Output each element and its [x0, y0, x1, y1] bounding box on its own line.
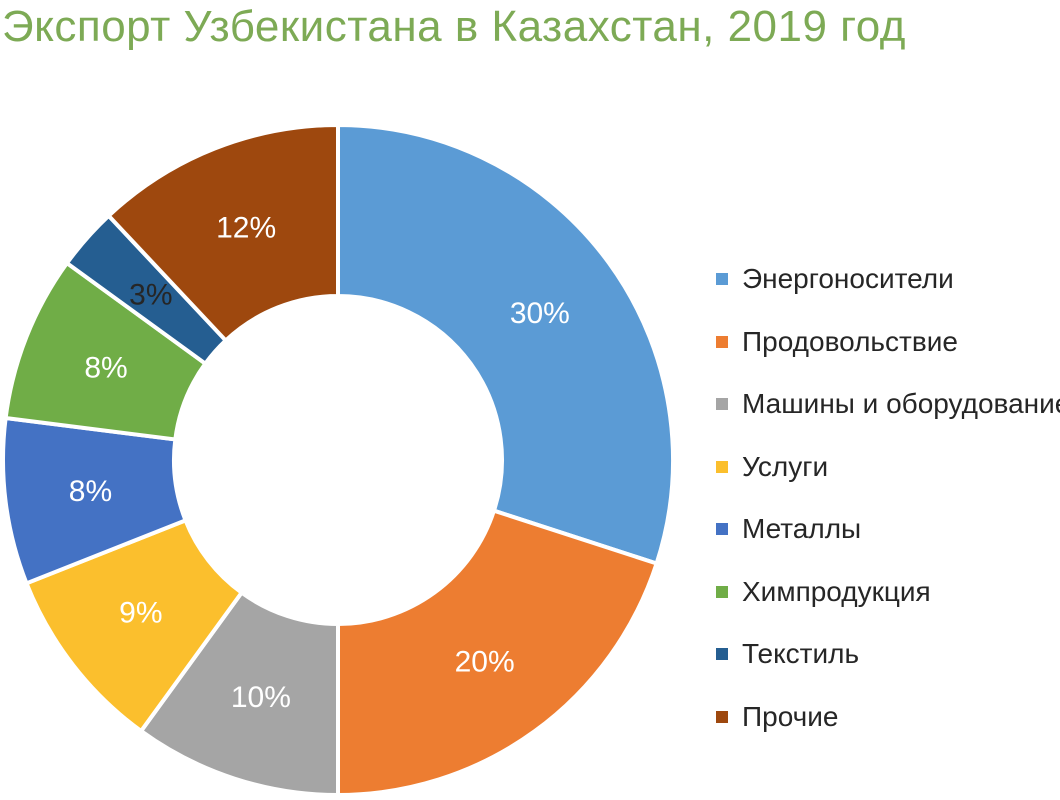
legend-label: Энергоносители [742, 263, 954, 295]
legend-swatch [716, 648, 728, 661]
legend-item: Машины и оборудование [716, 373, 1060, 436]
legend-item: Текстиль [716, 623, 1060, 686]
data-label: 30% [510, 297, 570, 330]
legend-item: Энергоносители [716, 248, 1060, 311]
legend-swatch [716, 335, 728, 348]
data-label: 8% [84, 352, 127, 385]
legend-swatch [716, 273, 728, 286]
legend-swatch [716, 523, 728, 536]
data-label: 9% [119, 596, 162, 629]
legend-item: Металлы [716, 498, 1060, 561]
donut-slice [336, 122, 675, 567]
donut-slice [336, 508, 660, 798]
legend-label: Машины и оборудование [742, 388, 1060, 420]
data-label: 20% [455, 645, 515, 678]
legend-label: Текстиль [742, 638, 860, 670]
legend-item: Прочие [716, 686, 1060, 749]
legend-label: Прочие [742, 700, 839, 732]
data-label: 12% [216, 212, 276, 245]
legend-item: Химпродукция [716, 561, 1060, 624]
chart-legend: Энергоносители Продовольствие Машины и обо… [716, 248, 1060, 748]
legend-label: Металлы [742, 513, 862, 545]
data-label: 8% [69, 475, 112, 508]
legend-swatch [716, 710, 728, 723]
legend-swatch [716, 398, 728, 411]
legend-label: Услуги [742, 450, 829, 482]
legend-label: Продовольствие [742, 325, 958, 357]
data-label: 3% [129, 279, 172, 312]
chart-title: Экспорт Узбекистана в Казахстан, 2019 го… [2, 2, 906, 51]
legend-item: Продовольствие [716, 311, 1060, 374]
donut-slice [105, 122, 340, 344]
data-label: 10% [231, 681, 291, 714]
legend-item: Услуги [716, 436, 1060, 499]
legend-swatch [716, 585, 728, 598]
legend-swatch [716, 460, 728, 473]
legend-label: Химпродукция [742, 575, 931, 607]
donut-chart: 30% 20% 10% 9% 8% 8% 3% 12% [2, 122, 675, 798]
